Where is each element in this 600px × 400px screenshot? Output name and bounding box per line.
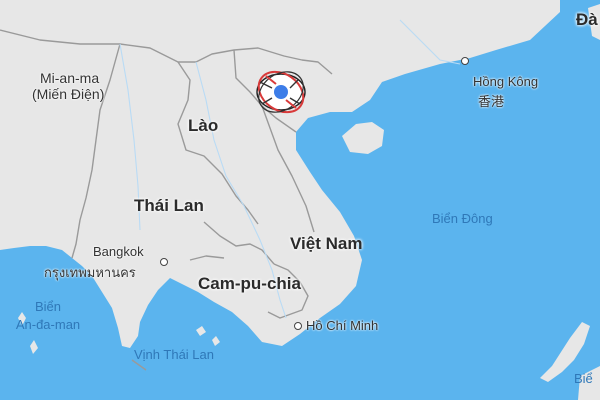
label-hong-kong: Hồng Kông bbox=[473, 74, 539, 89]
label-andaman-2: An-đa-man bbox=[15, 317, 81, 332]
label-hong-kong-native: 香港 bbox=[478, 94, 505, 109]
label-myanmar-alt: (Miến Điện) bbox=[32, 86, 105, 102]
rivers bbox=[119, 19, 461, 319]
land-islands-gulf bbox=[196, 326, 220, 346]
label-cambodia: Cam-pu-chia bbox=[198, 274, 301, 293]
label-laos: Lào bbox=[188, 116, 219, 135]
label-bottom-right-partial: Biể bbox=[574, 371, 593, 386]
label-ho-chi-minh: Hồ Chí Minh bbox=[306, 318, 379, 333]
land-islands-andaman bbox=[18, 312, 38, 354]
label-top-right-partial: Đà bbox=[576, 10, 598, 29]
land-mainland bbox=[0, 0, 560, 348]
label-bangkok: Bangkok bbox=[93, 244, 144, 259]
label-gulf-thailand: Vịnh Thái Lan bbox=[134, 347, 214, 362]
location-marker-icon bbox=[256, 70, 306, 114]
land-island-bottom-right-2 bbox=[578, 366, 600, 400]
land-island-top-right bbox=[588, 4, 600, 40]
country-borders bbox=[0, 29, 333, 371]
land-island-bottom-right bbox=[540, 322, 590, 382]
label-vietnam: Việt Nam bbox=[290, 234, 363, 253]
label-thailand: Thái Lan bbox=[134, 196, 204, 215]
land-hainan bbox=[342, 122, 384, 154]
label-myanmar: Mi-an-ma bbox=[40, 70, 100, 86]
city-dot-ho-chi-minh[interactable] bbox=[294, 322, 302, 330]
city-dot-hong-kong[interactable] bbox=[461, 57, 469, 65]
label-bangkok-native: กรุงเทพมหานคร bbox=[44, 265, 136, 280]
label-east-sea: Biển Đông bbox=[432, 211, 493, 226]
city-dot-bangkok[interactable] bbox=[160, 258, 168, 266]
label-andaman-1: Biển bbox=[34, 299, 62, 314]
location-marker[interactable] bbox=[252, 68, 310, 116]
